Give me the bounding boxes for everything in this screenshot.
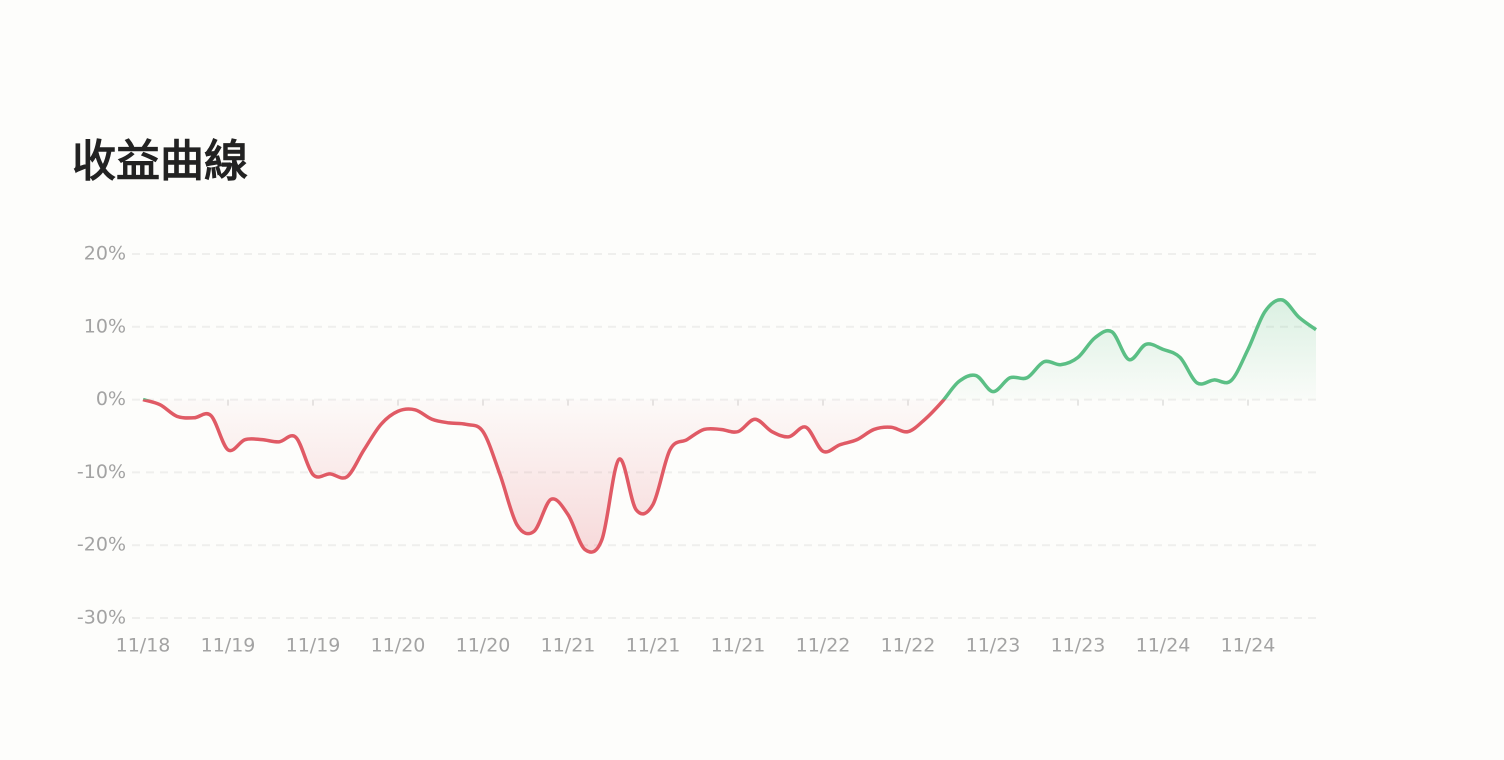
x-tick-label: 11/20 — [371, 635, 426, 657]
x-tick-label: 11/22 — [881, 635, 936, 657]
x-tick-label: 11/21 — [626, 635, 681, 657]
x-tick-label: 11/21 — [711, 635, 766, 657]
y-tick-label: 0% — [96, 388, 126, 410]
x-tick-label: 11/23 — [1051, 635, 1106, 657]
x-tick-label: 11/19 — [201, 635, 256, 657]
y-tick-label: -30% — [77, 607, 126, 629]
x-tick-label: 11/20 — [456, 635, 511, 657]
x-tick-label: 11/23 — [966, 635, 1021, 657]
x-tick-label: 11/22 — [796, 635, 851, 657]
area — [143, 299, 1316, 553]
x-tick-label: 11/19 — [286, 635, 341, 657]
line — [142, 297, 1318, 554]
y-tick-label: -20% — [77, 534, 126, 556]
y-tick-label: 10% — [84, 315, 126, 337]
x-tick-label: 11/24 — [1221, 635, 1276, 657]
y-tick-label: 20% — [84, 243, 126, 265]
x-tick-label: 11/18 — [116, 635, 171, 657]
chart-title: 收益曲線 — [72, 136, 248, 187]
y-tick-label: -10% — [77, 461, 126, 483]
x-tick-label: 11/21 — [541, 635, 596, 657]
x-tick-label: 11/24 — [1136, 635, 1191, 657]
